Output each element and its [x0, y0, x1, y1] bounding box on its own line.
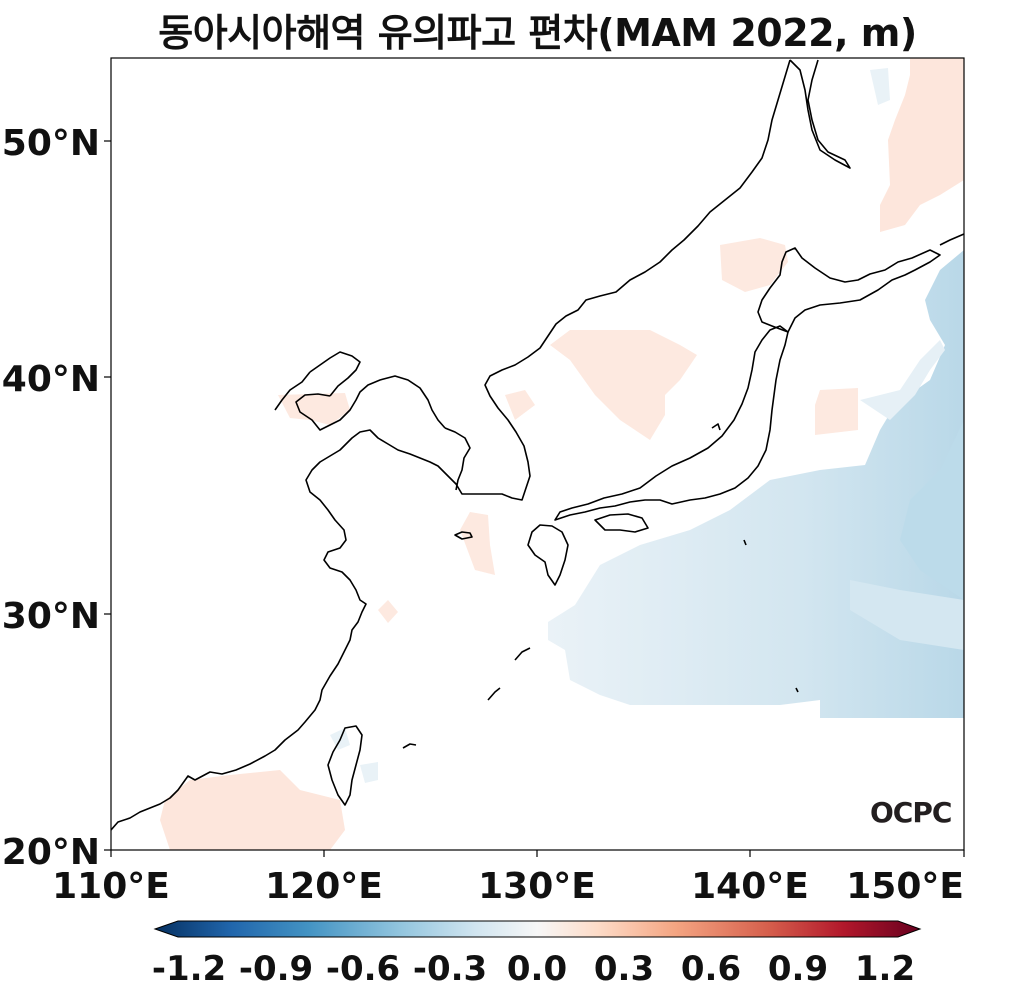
lon-tick-label: 150°E — [846, 866, 964, 907]
coastline-honshu — [554, 325, 789, 521]
colorbar-label: 0.3 — [594, 949, 654, 989]
colorbar-label: 0.0 — [507, 949, 567, 989]
lat-tick-label: 50°N — [2, 123, 100, 164]
colorbar-label: -1.2 — [152, 949, 226, 989]
lon-tick-label: 130°E — [478, 866, 596, 907]
ocpc-logo: OCPC — [870, 796, 952, 829]
coastline-shandong — [274, 371, 311, 411]
map-title: 동아시아해역 유의파고 편차(MAM 2022, m) — [158, 11, 917, 55]
lat-tick-label: 40°N — [2, 359, 100, 400]
lat-tick-label: 30°N — [2, 596, 100, 637]
coastline-sado — [711, 423, 721, 431]
colorbar-label: 0.9 — [768, 949, 828, 989]
coastline-ryukyu-1 — [514, 647, 531, 661]
coastline-korea-west — [444, 427, 471, 491]
colorbar-label: 1.2 — [855, 949, 915, 989]
lon-tick-label: 110°E — [52, 866, 170, 907]
coastlines — [111, 59, 964, 831]
coastline-sakhalin — [789, 59, 851, 169]
coastline-jeju — [454, 531, 473, 540]
coastline-mainland-asia — [111, 59, 791, 831]
coastline-shikoku — [594, 513, 649, 533]
colorbar-bar — [153, 920, 922, 938]
lat-tick-label: 20°N — [2, 832, 100, 873]
coastline-izu — [743, 539, 747, 546]
colorbar: -1.2 -0.9 -0.6 -0.3 0.0 0.3 0.6 0.9 1.2 — [152, 920, 922, 989]
anomaly-shading — [160, 58, 964, 850]
coastline-ryukyu-2 — [487, 687, 501, 701]
coastline-kuril — [939, 233, 964, 246]
colorbar-label: -0.3 — [413, 949, 487, 989]
longitude-axis: 110°E 120°E 130°E 140°E 150°E — [52, 850, 965, 907]
lon-tick-label: 120°E — [265, 866, 383, 907]
coastline-kyushu — [527, 524, 569, 586]
map-plot-area — [111, 58, 964, 850]
colorbar-label: -0.6 — [326, 949, 400, 989]
coastline-taiwan — [327, 725, 363, 806]
coastline-hokkaido — [757, 247, 941, 333]
coastline-bonin — [795, 687, 799, 693]
colorbar-label: -0.9 — [239, 949, 313, 989]
latitude-axis: 50°N 40°N 30°N 20°N — [2, 123, 111, 873]
coastline-bohai-north — [295, 375, 446, 431]
coastline-ryukyu-3 — [402, 743, 417, 749]
colorbar-label: 0.6 — [681, 949, 741, 989]
coastline-liaodong — [309, 351, 361, 397]
lon-tick-label: 140°E — [691, 866, 809, 907]
